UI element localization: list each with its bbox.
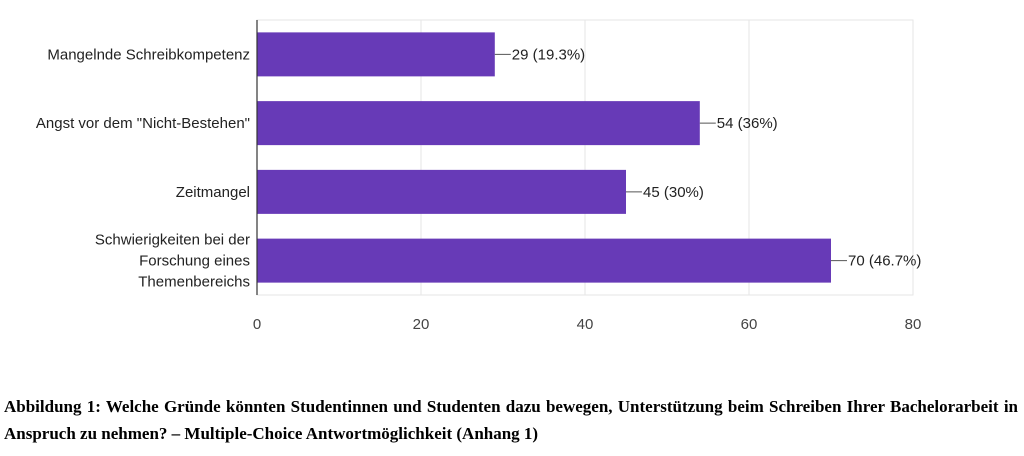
bar-chart: 29 (19.3%) 54 (36%) 45 (30%) 70 (46.7%) Man… bbox=[36, 19, 922, 333]
figure-caption: Abbildung 1: Welche Gründe könnten Stude… bbox=[4, 397, 1018, 443]
x-tick-label: 0 bbox=[253, 316, 261, 333]
x-tick-labels: 0 20 40 60 80 bbox=[253, 316, 922, 333]
data-label: 54 (36%) bbox=[717, 115, 778, 132]
category-label: Angst vor dem "Nicht-Bestehen" bbox=[36, 115, 250, 132]
category-label: Zeitmangel bbox=[176, 184, 250, 201]
x-tick-label: 80 bbox=[905, 316, 922, 333]
bar bbox=[257, 238, 831, 283]
bar bbox=[257, 169, 626, 214]
bar bbox=[257, 32, 495, 77]
bar bbox=[257, 101, 700, 146]
category-label: Mangelnde Schreibkompetenz bbox=[47, 46, 250, 63]
category-label: Schwierigkeiten bei der Forschung eines Th… bbox=[95, 232, 250, 291]
category-labels: Mangelnde Schreibkompetenz Angst vor dem … bbox=[36, 46, 250, 290]
x-tick-label: 60 bbox=[741, 316, 758, 333]
data-label: 70 (46.7%) bbox=[848, 253, 921, 270]
data-label: 29 (19.3%) bbox=[512, 46, 585, 63]
x-tick-label: 40 bbox=[577, 316, 594, 333]
bars: 29 (19.3%) 54 (36%) 45 (30%) 70 (46.7%) bbox=[257, 32, 921, 283]
data-label: 45 (30%) bbox=[643, 184, 704, 201]
x-tick-label: 20 bbox=[413, 316, 430, 333]
